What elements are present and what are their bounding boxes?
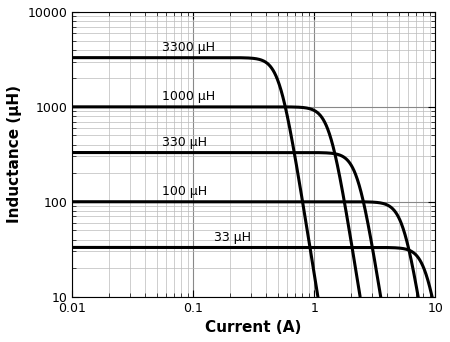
Text: 330 μH: 330 μH — [162, 136, 207, 149]
Text: 3300 μH: 3300 μH — [162, 41, 215, 54]
X-axis label: Current (A): Current (A) — [206, 320, 302, 335]
Y-axis label: Inductance (μH): Inductance (μH) — [7, 85, 22, 223]
Text: 100 μH: 100 μH — [162, 185, 207, 198]
Text: 1000 μH: 1000 μH — [162, 91, 215, 104]
Text: 33 μH: 33 μH — [215, 231, 252, 244]
